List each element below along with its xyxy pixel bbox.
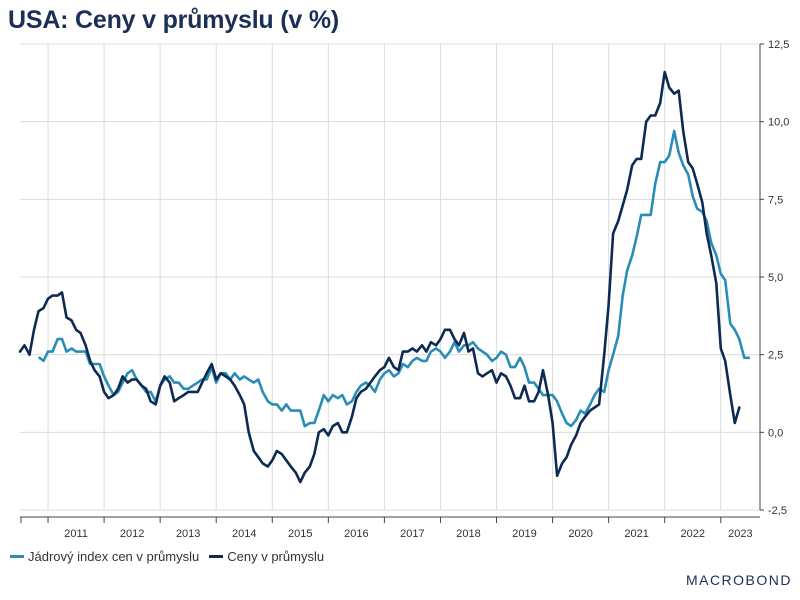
legend-label-core: Jádrový index cen v průmyslu: [28, 549, 200, 564]
x-tick-label: 2019: [512, 528, 536, 540]
legend-label-headline: Ceny v průmyslu: [227, 549, 325, 564]
y-axis: -2,5 0,0 2,5 5,0 7,5 10,0 12,5: [759, 39, 789, 517]
y-tick-label: 7,5: [768, 194, 783, 206]
x-tick-label: 2018: [456, 528, 480, 540]
legend-item-headline: Ceny v průmyslu: [209, 549, 324, 564]
series-line-core: [38, 129, 751, 428]
y-tick-label: 0,0: [768, 427, 783, 439]
x-tick-label: 2017: [400, 528, 424, 540]
y-tick-label: 5,0: [768, 272, 783, 284]
chart-series: [18, 70, 751, 484]
legend-swatch-headline: [209, 555, 224, 558]
chart-gridlines: [20, 43, 760, 511]
x-tick-label: 2022: [680, 528, 704, 540]
x-tick-label: 2011: [64, 528, 88, 540]
x-tick-label: 2012: [120, 528, 144, 540]
legend-item-core: Jádrový index cen v průmyslu: [10, 549, 199, 564]
x-tick-label: 2021: [624, 528, 648, 540]
x-axis: 2011 2012 2013 2014 2015 2016 2017 2018 2019 2020…: [20, 516, 760, 540]
x-tick-label: 2015: [288, 528, 312, 540]
macrobond-logo: MACROBOND: [685, 572, 792, 588]
y-tick-label: 10,0: [768, 117, 789, 129]
x-tick-label: 2020: [568, 528, 592, 540]
x-tick-label: 2016: [344, 528, 368, 540]
y-tick-label: -2,5: [768, 505, 787, 517]
x-tick-label: 2014: [232, 528, 256, 540]
legend-swatch-core: [10, 555, 24, 558]
y-tick-label: 12,5: [768, 39, 789, 51]
y-tick-label: 2,5: [768, 350, 783, 362]
chart-legend: Jádrový index cen v průmyslu Ceny v prům…: [10, 549, 324, 564]
x-tick-label: 2023: [728, 528, 752, 540]
series-line-headline: [18, 70, 741, 484]
x-tick-label: 2013: [176, 528, 200, 540]
page-title: USA: Ceny v průmyslu (v %): [8, 6, 339, 34]
